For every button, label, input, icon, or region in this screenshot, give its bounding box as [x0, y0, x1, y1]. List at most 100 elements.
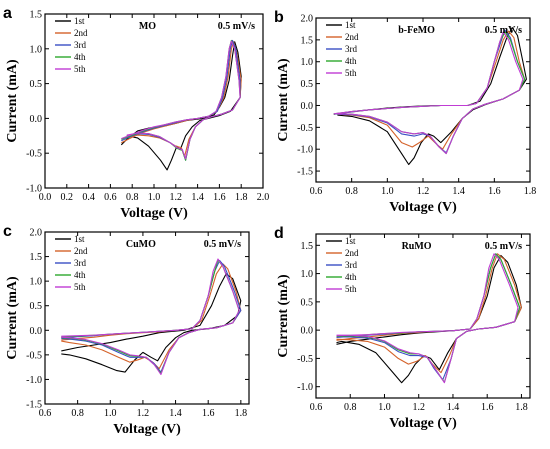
- y-axis-title: Current (mA): [5, 59, 20, 143]
- x-tick-label: 1.8: [524, 186, 537, 197]
- x-tick-label: 1.2: [170, 192, 183, 203]
- x-tick-label: 1.0: [148, 192, 161, 203]
- legend-label: 1st: [345, 20, 356, 30]
- y-tick-label: 0.0: [301, 101, 314, 112]
- x-tick-label: 0.6: [310, 402, 323, 413]
- panel-letter: d: [274, 225, 284, 242]
- y-axis-title: Current (mA): [276, 274, 291, 358]
- cv-curve-2nd: [333, 30, 526, 150]
- x-tick-label: 1.4: [447, 402, 460, 413]
- x-tick-label: 1.8: [235, 408, 248, 419]
- y-tick-label: 0.0: [30, 114, 43, 125]
- x-tick-label: 0.0: [39, 192, 52, 203]
- x-tick-label: 1.4: [169, 408, 182, 419]
- cv-curve-1st: [120, 41, 242, 171]
- y-tick-label: 0.0: [301, 326, 314, 337]
- plot-frame: [44, 231, 250, 405]
- legend-label: 2nd: [345, 248, 359, 258]
- x-tick-label: 2.0: [257, 192, 270, 203]
- cv-panel-d: 0.6 0.8 1.0 1.2 1.4 1.6 1.8 -1.0 -0.5 0.0 0.5 1.0 1.…: [274, 225, 531, 431]
- x-axis-title: Voltage (V): [389, 200, 457, 215]
- y-tick-label: 0.5: [301, 297, 314, 308]
- sample-name: b-FeMO: [398, 25, 435, 36]
- y-tick-label: -0.5: [297, 123, 313, 134]
- x-tick-label: 0.8: [126, 192, 139, 203]
- cv-curve-5th: [333, 31, 524, 155]
- x-tick-label: 1.2: [417, 186, 430, 197]
- x-tick-label: 0.6: [39, 408, 52, 419]
- x-tick-label: 1.0: [104, 408, 117, 419]
- y-tick-label: 0.0: [30, 326, 43, 337]
- x-tick-label: 0.6: [310, 186, 323, 197]
- y-tick-label: -1.0: [26, 375, 42, 386]
- legend-label: 5th: [74, 64, 86, 74]
- y-tick-label: -1.5: [297, 167, 313, 178]
- y-tick-label: -1.5: [26, 400, 42, 411]
- sample-name: MO: [139, 21, 156, 32]
- x-tick-label: 1.4: [191, 192, 204, 203]
- cv-panel-c: 0.6 0.8 1.0 1.2 1.4 1.6 1.8 -1.5 -1.0 -0.5 0.0 0.5 1…: [3, 223, 250, 437]
- x-tick-label: 0.6: [104, 192, 117, 203]
- panel-letter: a: [3, 5, 12, 22]
- x-tick-label: 0.4: [82, 192, 95, 203]
- scan-rate-label: 0.5 mV/s: [218, 21, 255, 32]
- cv-panel-a: 0.0 0.2 0.4 0.6 0.8 1.0 1.2 1.4 1.6 1.8 2.0 -1.0 -0.…: [3, 5, 269, 221]
- y-tick-label: 2.0: [301, 14, 314, 25]
- legend-label: 1st: [74, 16, 85, 26]
- legend-label: 1st: [74, 234, 85, 244]
- x-tick-label: 1.6: [488, 186, 501, 197]
- y-tick-label: 1.5: [301, 241, 314, 252]
- scan-rate-label: 0.5 mV/s: [485, 241, 522, 252]
- x-tick-label: 1.2: [412, 402, 425, 413]
- x-tick-label: 0.8: [344, 402, 357, 413]
- x-tick-label: 1.0: [381, 186, 394, 197]
- scan-rate-label: 0.5 mV/s: [204, 239, 241, 250]
- legend-label: 5th: [345, 284, 357, 294]
- cv-curve-1st: [61, 273, 242, 373]
- panel-letter: b: [274, 9, 284, 26]
- y-tick-label: 1.5: [30, 10, 43, 21]
- cv-curve-5th: [336, 253, 519, 384]
- y-tick-label: 0.5: [301, 79, 314, 90]
- legend-label: 2nd: [345, 32, 359, 42]
- x-axis-title: Voltage (V): [389, 416, 457, 431]
- cv-curve-1st: [336, 254, 522, 384]
- legend-label: 4th: [74, 270, 86, 280]
- legend-label: 1st: [345, 236, 356, 246]
- y-tick-label: 1.0: [30, 44, 43, 55]
- cv-curve-3rd: [61, 259, 242, 373]
- y-tick-label: 1.0: [301, 57, 314, 68]
- plot-frame: [315, 233, 531, 399]
- scan-rate-label: 0.5 mV/s: [485, 25, 522, 36]
- x-tick-label: 1.8: [235, 192, 248, 203]
- x-tick-label: 1.4: [452, 186, 465, 197]
- panel-letter: c: [3, 223, 12, 240]
- legend-label: 5th: [345, 68, 357, 78]
- y-tick-label: -1.0: [297, 145, 313, 156]
- x-tick-label: 0.8: [345, 186, 358, 197]
- x-tick-label: 0.8: [71, 408, 84, 419]
- legend-label: 4th: [345, 56, 357, 66]
- legend-label: 2nd: [74, 246, 88, 256]
- y-tick-label: -1.0: [297, 382, 313, 393]
- x-tick-label: 1.6: [213, 192, 226, 203]
- x-axis-title: Voltage (V): [120, 206, 188, 221]
- sample-name: RuMO: [402, 241, 432, 252]
- legend-label: 5th: [74, 282, 86, 292]
- cv-panel-b: 0.6 0.8 1.0 1.2 1.4 1.6 1.8 -1.5 -1.0 -0.5 0.0 0.5 1…: [274, 9, 536, 215]
- x-tick-label: 1.8: [515, 402, 528, 413]
- x-tick-label: 1.6: [202, 408, 215, 419]
- cv-curve-5th: [121, 40, 241, 160]
- legend-label: 3rd: [345, 44, 357, 54]
- x-tick-label: 0.2: [61, 192, 74, 203]
- legend-label: 3rd: [74, 258, 86, 268]
- y-tick-label: 1.0: [30, 277, 43, 288]
- legend-label: 4th: [74, 52, 86, 62]
- y-tick-label: -0.5: [26, 149, 42, 160]
- y-tick-label: 1.0: [301, 269, 314, 280]
- cv-curve-2nd: [61, 263, 242, 370]
- y-tick-label: -1.0: [26, 184, 42, 195]
- y-tick-label: 1.5: [301, 35, 314, 46]
- x-tick-label: 1.2: [137, 408, 150, 419]
